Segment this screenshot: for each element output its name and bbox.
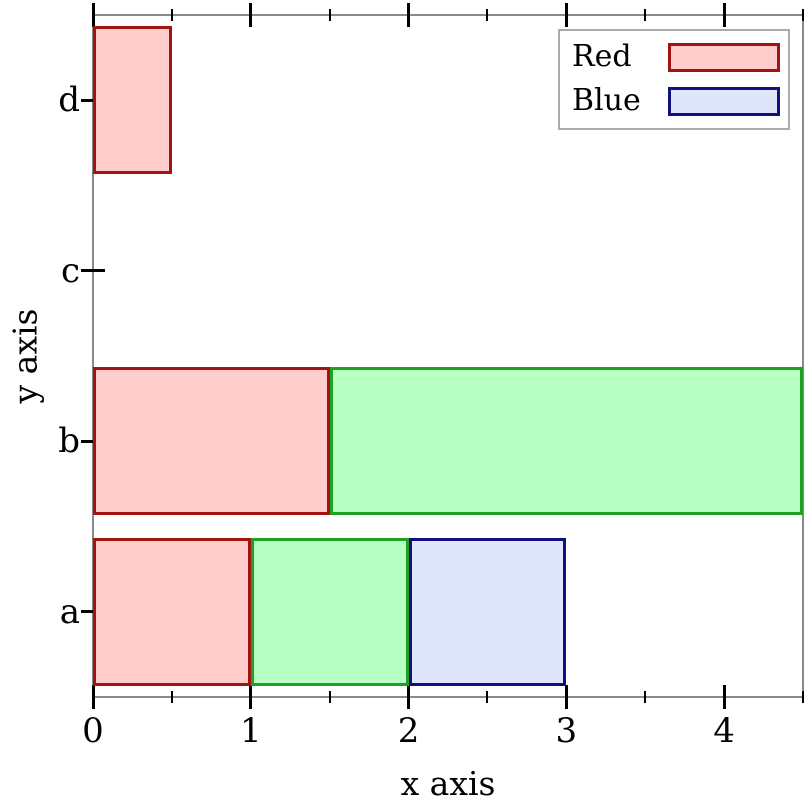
x-minor-tick [328,9,331,21]
bar-segment-green [250,537,409,686]
plot-frame-top [92,14,804,16]
x-minor-tick [802,9,804,21]
bar-segment-red [93,367,330,516]
x-tick-label: 3 [555,711,578,751]
x-tick-label: 4 [713,711,735,751]
x-tick-label: 2 [397,711,420,751]
x-tick-label: 1 [239,711,262,751]
y-category-label: d [58,80,80,121]
y-axis-title: y axis [5,308,45,404]
bar-segment-red [93,537,251,686]
x-tick-label: 0 [82,711,104,751]
x-minor-tick [644,691,647,703]
x-minor-tick [486,9,489,21]
bar-segment-red [93,26,172,175]
x-minor-tick [644,9,647,21]
x-axis-title: x axis [400,764,496,803]
x-minor-tick [170,9,173,21]
x-major-tick [564,3,568,27]
plot-frame-right [802,14,804,698]
x-minor-tick [170,691,173,703]
bar-segment-green [329,367,803,516]
legend-swatch-red [668,43,780,72]
legend-swatch-blue [668,87,780,116]
x-major-tick [564,685,568,709]
y-category-label: b [58,421,80,462]
y-category-label: a [59,591,80,632]
x-major-tick [722,685,726,709]
x-major-tick [407,685,411,709]
plot-frame-bottom [92,696,804,698]
bar-segment-blue [408,537,567,686]
x-major-tick [91,685,95,709]
x-major-tick [91,3,95,27]
x-major-tick [407,3,411,27]
y-category-label: c [60,250,80,291]
x-major-tick [249,3,253,27]
x-minor-tick [486,691,489,703]
plot-frame-left [92,14,94,698]
y-category-tick [81,269,105,273]
x-minor-tick [328,691,331,703]
x-major-tick [249,685,253,709]
legend: Red Blue [558,29,790,130]
x-minor-tick [802,691,804,703]
x-major-tick [722,3,726,27]
legend-label-red: Red [572,39,632,74]
legend-label-blue: Blue [572,83,641,118]
